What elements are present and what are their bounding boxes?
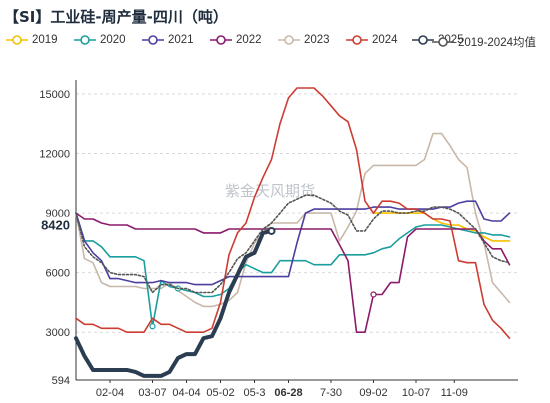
x-tick-label: 05-3 xyxy=(243,387,265,399)
y-tick-label: 15000 xyxy=(39,89,70,101)
x-tick-label: 10-07 xyxy=(402,387,430,399)
legend-item-2023[interactable]: 2023 xyxy=(278,34,330,46)
series-line xyxy=(75,200,511,286)
legend-item-2019[interactable]: 2019 xyxy=(6,34,58,46)
series-average xyxy=(75,194,511,294)
axes xyxy=(75,80,518,383)
grid-lines xyxy=(76,93,518,333)
highlight-value-label: 8420 xyxy=(41,218,70,233)
watermark-text: 紫金天风期货 xyxy=(225,182,315,200)
data-point xyxy=(370,291,377,298)
x-tick-label: 02-04 xyxy=(96,387,124,399)
x-tick-label: 05-02 xyxy=(206,387,234,399)
chart-title: 【SI】工业硅-周产量-四川（吨） xyxy=(4,8,228,26)
data-point xyxy=(267,226,276,235)
y-tick-label: 3000 xyxy=(46,327,70,339)
legend-swatch-icon xyxy=(412,35,434,45)
series-line xyxy=(75,212,511,328)
legend-label: 2019-2024均值 xyxy=(458,37,536,49)
legend-item-2024[interactable]: 2024 xyxy=(346,34,398,46)
legend-item-2022[interactable]: 2022 xyxy=(210,34,262,46)
legend-label: 2024 xyxy=(372,34,398,46)
legend-swatch-icon xyxy=(346,35,368,45)
series-line xyxy=(75,194,511,294)
y-tick-label: 12000 xyxy=(39,149,70,161)
legend-swatch-icon xyxy=(74,35,96,45)
x-tick-label: 7-30 xyxy=(320,387,342,399)
legend-item-average[interactable]: 2019-2024均值 xyxy=(432,34,536,50)
y-tick-label: 6000 xyxy=(46,268,70,280)
legend-label: 2022 xyxy=(236,34,262,46)
series-2024 xyxy=(75,87,511,339)
highlight-label-bg xyxy=(36,216,72,233)
x-tick-label: 11-09 xyxy=(441,387,468,399)
chart-legend: 2019 2020 2021 2022 2023 2024 2025 2019-2024均值 xyxy=(4,34,550,52)
legend-label: 2020 xyxy=(100,34,126,46)
legend-label: 2019 xyxy=(32,34,58,46)
series-line xyxy=(372,212,511,242)
legend-label: 2023 xyxy=(304,34,330,46)
legend-item-2020[interactable]: 2020 xyxy=(74,34,126,46)
series-line xyxy=(74,228,274,378)
series-line xyxy=(75,212,511,333)
legend-swatch-icon xyxy=(142,35,164,45)
legend-swatch-icon xyxy=(278,35,300,45)
legend-swatch-icon xyxy=(432,37,454,47)
data-point xyxy=(149,323,156,330)
legend-label: 2021 xyxy=(168,34,194,46)
series-2019 xyxy=(372,212,511,242)
series-2022 xyxy=(75,212,511,333)
y-tick-label: 594 xyxy=(52,375,70,387)
watermark-group: 紫金天风期货 xyxy=(225,182,315,200)
x-tick-label: 09-02 xyxy=(359,387,387,399)
series-lines xyxy=(74,87,511,378)
x-tick-label: 06-28 xyxy=(274,387,302,399)
legend-swatch-icon xyxy=(210,35,232,45)
series-2020 xyxy=(75,212,511,330)
x-tick-label: 04-04 xyxy=(172,387,200,399)
legend-item-2021[interactable]: 2021 xyxy=(142,34,194,46)
legend-swatch-icon xyxy=(6,35,28,45)
x-tick-label: 03-07 xyxy=(138,387,166,399)
series-2025 xyxy=(74,226,276,378)
series-line xyxy=(75,87,511,339)
series-2021 xyxy=(75,200,511,286)
